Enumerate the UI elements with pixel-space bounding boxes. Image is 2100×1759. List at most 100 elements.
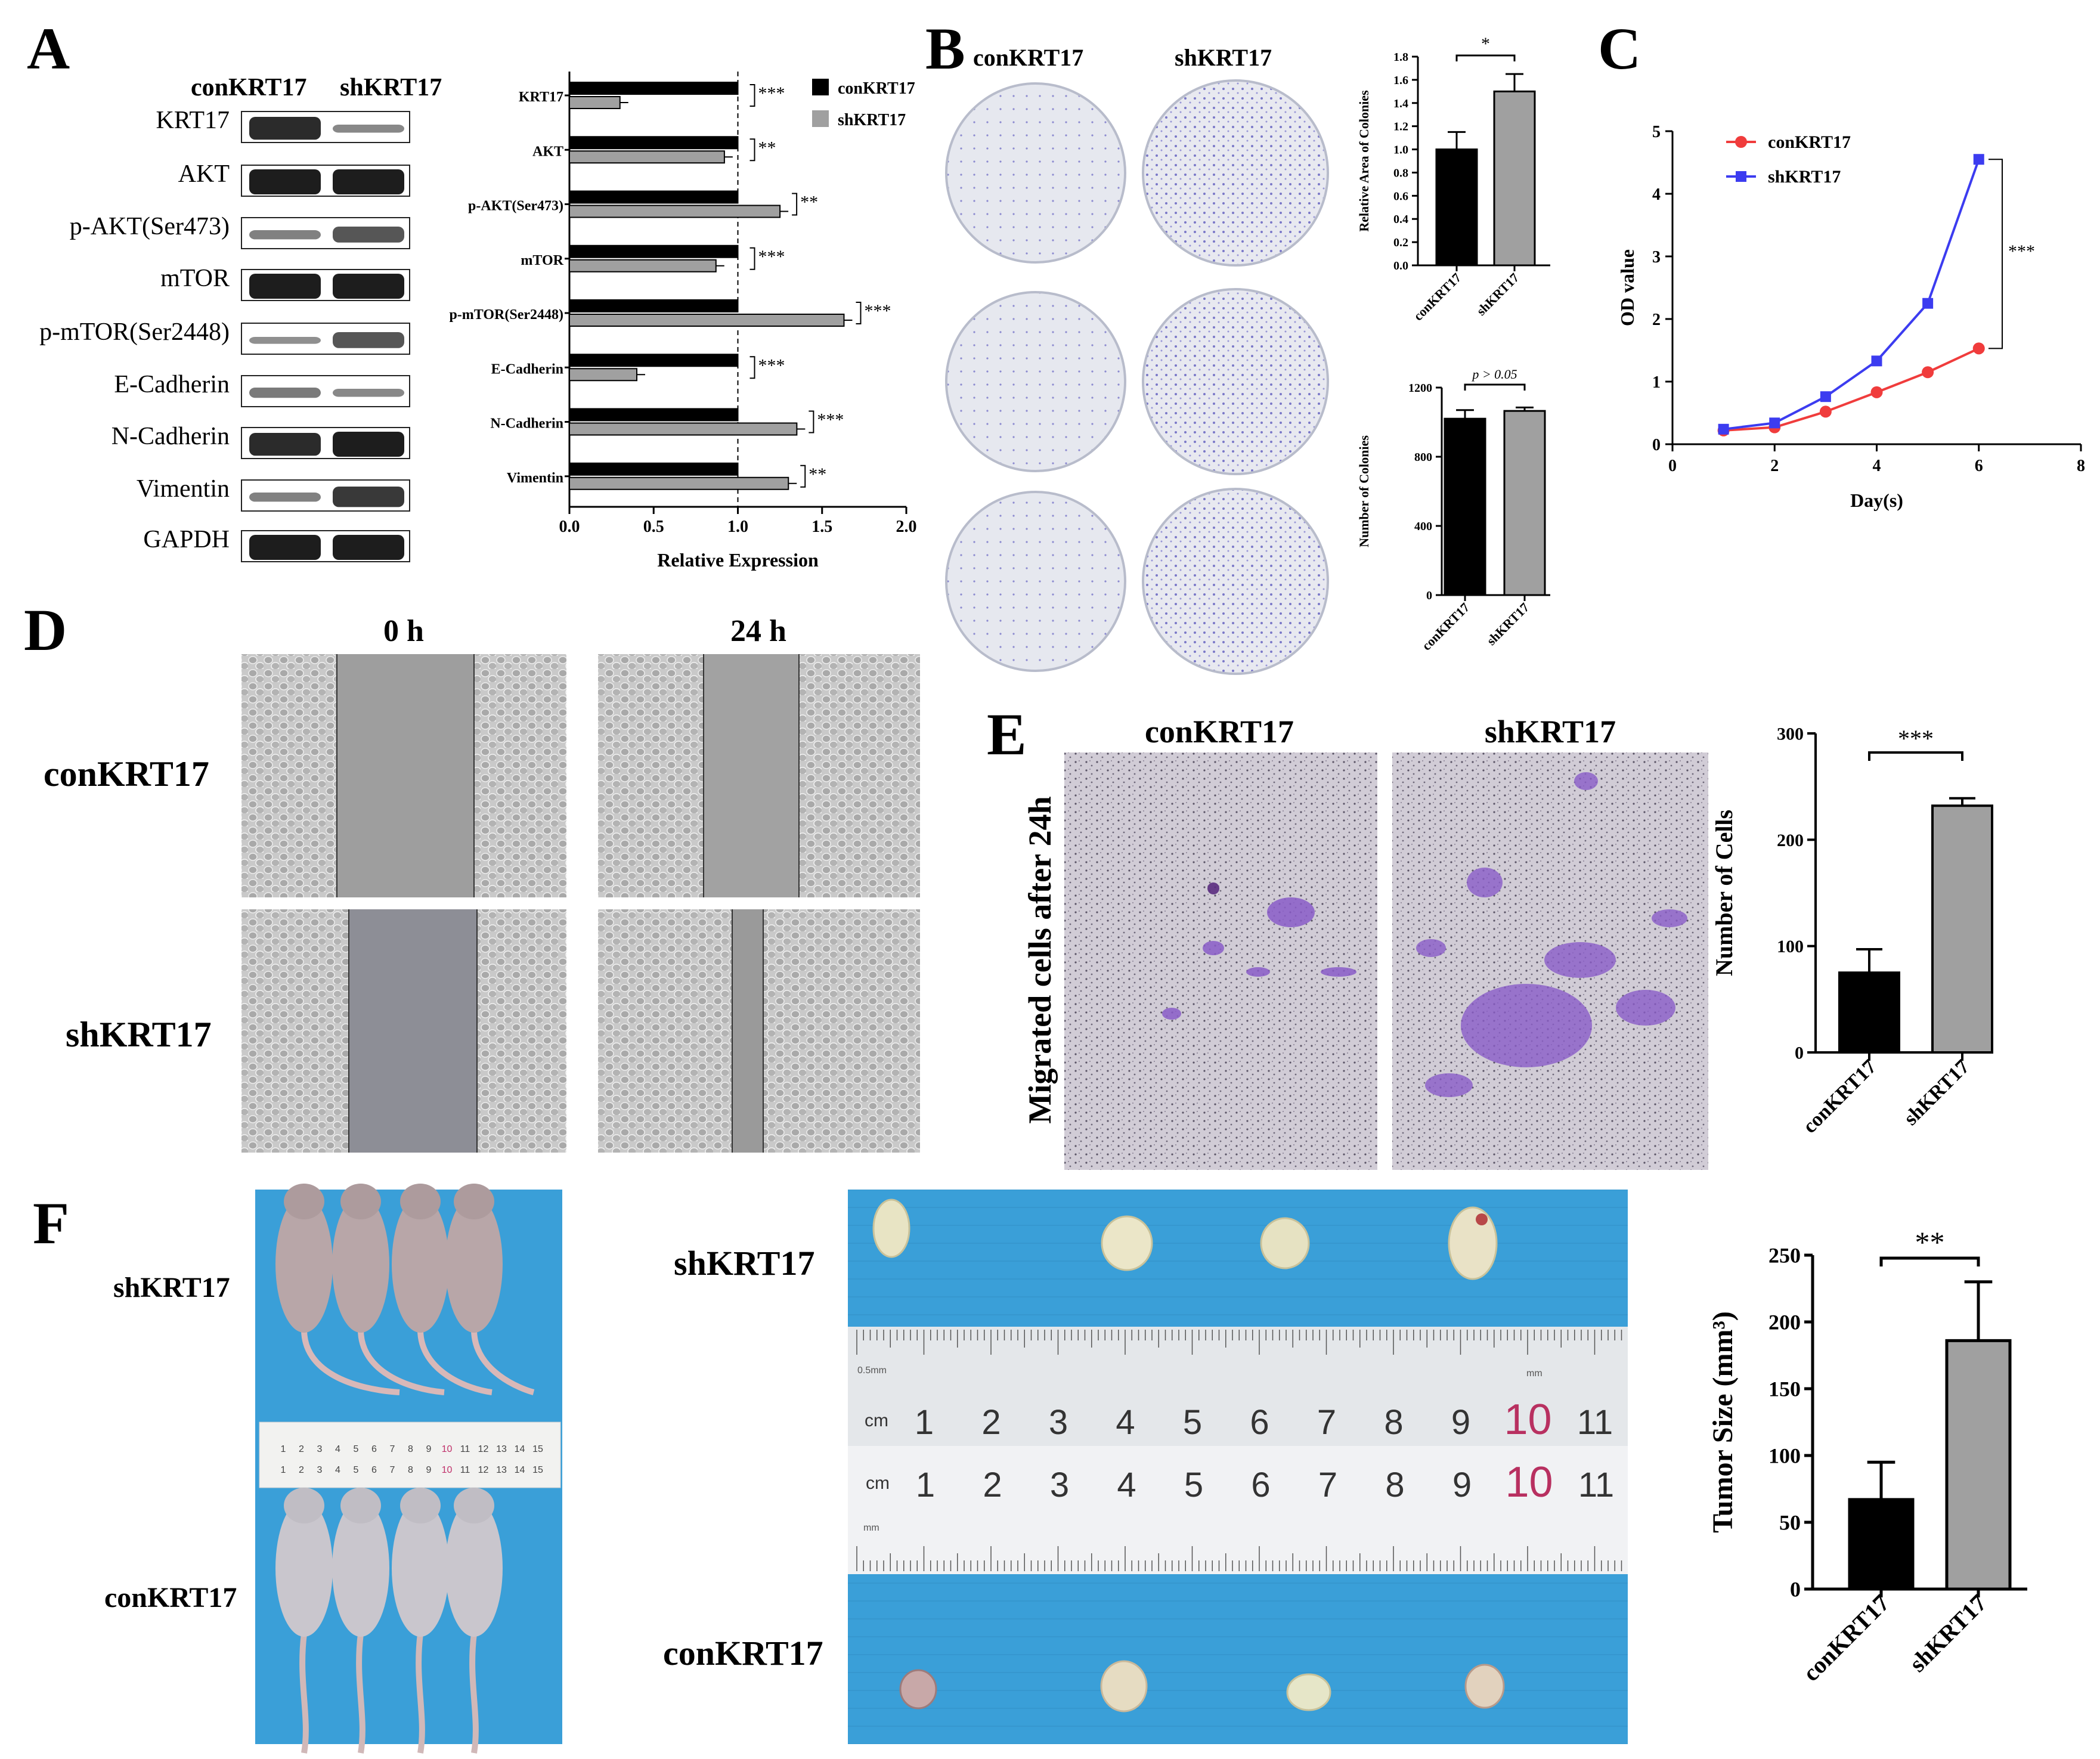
blot-band-sh [333, 274, 404, 299]
y-tick-label: 300 [1777, 724, 1804, 744]
mini-ruler-number: 9 [426, 1444, 432, 1454]
a-category-label: E-Cadherin [491, 361, 563, 377]
blot-band-sh [333, 169, 404, 194]
plate-con-1 [945, 82, 1126, 264]
a-bar-con [569, 354, 739, 367]
a-x-tick-label: 0.0 [559, 518, 580, 536]
tumor-con-4 [1464, 1664, 1505, 1709]
c-x-tick-label: 2 [1770, 457, 1779, 475]
c-legend-label-con: conKRT17 [1768, 132, 1851, 152]
mouse-body [332, 1196, 389, 1333]
panel-f-bar-chart: 0 50 100 150 200 250 Tumor Size (mm³) conKRT17 s… [1707, 1225, 2027, 1686]
mouse-tail [417, 1329, 493, 1395]
c-point-conKRT17 [1819, 405, 1832, 418]
significance-label: * [1481, 34, 1490, 54]
a-significance-bracket [749, 138, 755, 162]
panel-f-letter: F [33, 1190, 69, 1256]
a-category-label: KRT17 [519, 89, 563, 105]
panel-e-col-con: conKRT17 [1145, 714, 1294, 750]
mini-ruler-number: 9 [426, 1465, 432, 1475]
mouse-tail [299, 1633, 309, 1754]
c-y-tick-label: 2 [1652, 311, 1661, 329]
panel-a-bar-chart: 0.0 0.5 1.0 1.5 2.0 Relative Expression KRT17 *… [449, 72, 917, 571]
mouse-head [340, 1184, 381, 1219]
mini-ruler-number: 6 [371, 1465, 377, 1475]
mice-con-group [275, 1488, 503, 1754]
y-tick-label: 0.2 [1393, 236, 1408, 249]
panel-f-tumor-sh: shKRT17 [674, 1244, 814, 1283]
y-tick-label: 0.4 [1393, 213, 1408, 226]
x-category-label: conKRT17 [1798, 1590, 1895, 1687]
a-significance-label: *** [864, 301, 891, 321]
ruler-number-top: 1 [915, 1403, 934, 1442]
panel-e-side-label: Migrated cells after 24h [1022, 796, 1058, 1123]
c-y-axis-label: OD value [1616, 249, 1638, 326]
mice-photo: 1 2 3 4 5 6 7 8 9 10 11 12 13 14 15 1 2 3 4 5 6 7 8 9 10 11 12 13 1… [255, 1184, 562, 1754]
mini-ruler-number: 6 [371, 1444, 377, 1454]
blot-band-con [249, 388, 321, 398]
panel-b-number-chart: 0 400 800 1200 Number of Colonies conKRT17 shK… [1356, 367, 1550, 654]
mini-ruler-number: 11 [460, 1465, 470, 1475]
mouse-head [284, 1488, 324, 1523]
panel-f-mice-sh: shKRT17 [113, 1272, 230, 1303]
mini-ruler-number: 7 [390, 1444, 395, 1454]
blot-label: Vimentin [137, 475, 230, 503]
y-tick-label: 0.8 [1393, 166, 1408, 179]
mice-ruler [259, 1422, 561, 1488]
mini-ruler-number: 4 [335, 1444, 340, 1454]
blot-band-con [249, 274, 321, 299]
y-tick-label: 1.2 [1393, 120, 1408, 134]
blot-band-con [249, 535, 321, 560]
a-bar-sh [569, 476, 789, 490]
mouse-head [284, 1184, 324, 1219]
mouse-body [275, 1500, 333, 1637]
ruler-unit-1: cm [865, 1411, 888, 1430]
ruler-number-top: 9 [1451, 1403, 1470, 1442]
a-x-tick-label: 0.5 [643, 518, 664, 536]
panel-a-letter: A [27, 16, 70, 82]
tumor-con-2 [1100, 1660, 1148, 1712]
c-x-axis-label: Day(s) [1850, 490, 1903, 511]
panel-a-col-sh: shKRT17 [340, 74, 442, 101]
colony-plates [945, 79, 1329, 675]
western-blot: KRT17 AKT p-AKT(Ser473) mTOR p-mTOR(Ser2448)… [39, 107, 410, 562]
mice-sh-group [275, 1184, 535, 1395]
a-significance-label: *** [817, 410, 844, 430]
c-point-conKRT17 [1922, 366, 1934, 379]
a-significance-label: *** [758, 83, 785, 103]
bar-conKRT17 [1848, 1498, 1915, 1591]
a-significance-bracket [749, 84, 755, 107]
mini-ruler-number: 14 [515, 1444, 525, 1454]
ruler-note-mm-2: mm [863, 1523, 879, 1533]
ruler-number-bottom: 10 [1505, 1458, 1553, 1506]
y-tick-label: 150 [1768, 1377, 1801, 1401]
plate-sh-3 [1142, 488, 1329, 675]
mini-ruler-number: 11 [460, 1444, 470, 1454]
mini-ruler-number: 8 [408, 1465, 413, 1475]
a-significance-label: ** [800, 193, 818, 212]
ruler-number-bottom: 1 [916, 1466, 935, 1504]
mini-ruler-number: 12 [478, 1444, 489, 1454]
a-significance-bracket [792, 193, 798, 216]
a-bar-con [569, 136, 739, 150]
ruler-number-top: 2 [981, 1403, 1001, 1442]
a-significance-bracket [749, 356, 755, 379]
c-x-tick-label: 8 [2077, 457, 2085, 475]
y-tick-label: 0 [1795, 1043, 1804, 1063]
mini-ruler-number: 10 [442, 1465, 453, 1475]
bar-conKRT17 [1444, 417, 1486, 596]
c-x-tick-label: 6 [1975, 457, 1983, 475]
blot-band-con [249, 433, 321, 456]
a-bar-sh [569, 314, 845, 327]
a-x-tick-label: 2.0 [896, 518, 917, 536]
blot-label: AKT [178, 160, 230, 188]
plate-con-3 [945, 491, 1126, 672]
mini-ruler-number: 5 [354, 1444, 359, 1454]
blot-band-sh [333, 535, 404, 560]
y-tick-label: 0.6 [1393, 190, 1408, 203]
a-significance-label: *** [758, 355, 785, 375]
a-category-label: p-mTOR(Ser2448) [449, 307, 563, 323]
mouse-tail [301, 1329, 400, 1395]
panel-d-time-24: 24 h [730, 614, 786, 648]
